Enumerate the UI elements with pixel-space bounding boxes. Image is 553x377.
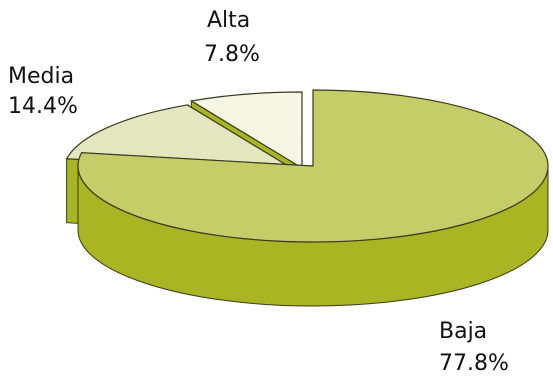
slice-top-baja	[77, 89, 549, 243]
pie-slices	[65, 89, 549, 307]
slice-label-alta: Alta	[207, 8, 250, 33]
slice-value-alta: 7.8%	[204, 42, 260, 67]
slice-value-media: 14.4%	[8, 94, 78, 119]
slice-value-baja: 77.8%	[439, 351, 509, 376]
pie-labels: Baja 77.8% Media 14.4% Alta 7.8%	[8, 8, 509, 376]
slice-label-media: Media	[8, 64, 74, 89]
slice-top-alta	[189, 91, 303, 170]
slice-label-baja: Baja	[439, 319, 487, 344]
